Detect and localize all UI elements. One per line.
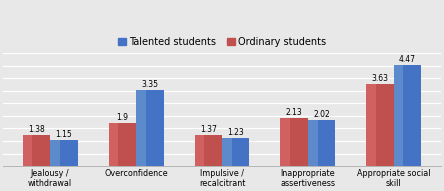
Text: 1.37: 1.37 <box>200 125 217 134</box>
Text: 3.35: 3.35 <box>141 80 159 89</box>
Bar <box>281 118 290 166</box>
Text: 1.15: 1.15 <box>56 130 72 139</box>
Text: 1.38: 1.38 <box>28 125 45 134</box>
Bar <box>308 121 335 166</box>
Text: 1.23: 1.23 <box>227 128 244 137</box>
Bar <box>136 90 163 166</box>
Bar <box>50 140 78 166</box>
Bar <box>366 84 376 166</box>
Bar <box>394 65 404 166</box>
Text: 1.9: 1.9 <box>116 113 128 122</box>
Bar <box>109 123 118 166</box>
Bar <box>222 138 250 166</box>
Bar <box>366 84 394 166</box>
Text: 3.63: 3.63 <box>372 74 388 83</box>
Legend: Talented students, Ordinary students: Talented students, Ordinary students <box>114 33 330 51</box>
Bar <box>50 140 60 166</box>
Bar <box>23 135 32 166</box>
Bar <box>194 135 204 166</box>
Bar <box>394 65 421 166</box>
Bar <box>308 121 317 166</box>
Bar <box>136 90 146 166</box>
Bar <box>222 138 232 166</box>
Text: 2.13: 2.13 <box>286 108 302 117</box>
Bar <box>194 135 222 166</box>
Bar <box>281 118 308 166</box>
Bar <box>109 123 136 166</box>
Bar <box>23 135 50 166</box>
Text: 2.02: 2.02 <box>313 110 330 119</box>
Text: 4.47: 4.47 <box>399 55 416 64</box>
